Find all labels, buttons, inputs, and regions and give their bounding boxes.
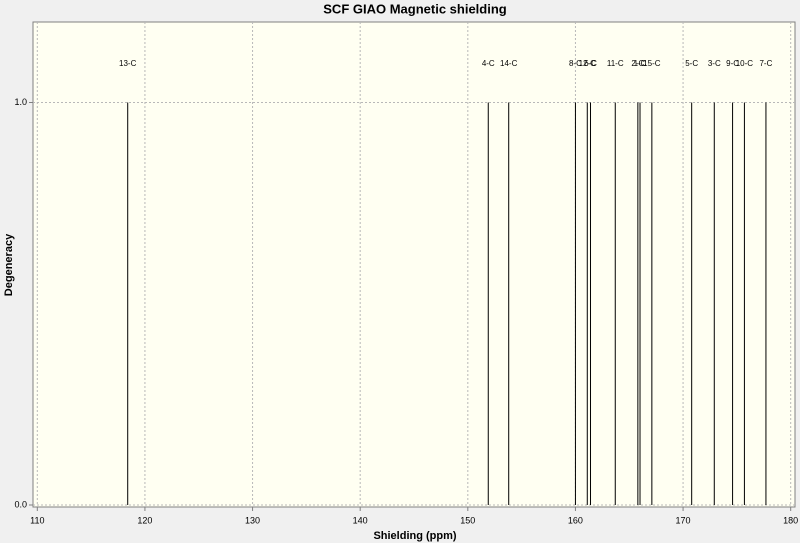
x-tick-label: 150 <box>460 515 475 525</box>
y-axis-label: Degeneracy <box>3 233 15 296</box>
x-tick-label: 170 <box>676 515 691 525</box>
x-tick-label: 110 <box>30 515 44 525</box>
peak-label: 12-C <box>579 59 597 68</box>
peak-label: 3-C <box>708 59 721 68</box>
peak-label: 4-C <box>482 59 495 68</box>
x-tick-label: 130 <box>245 515 260 525</box>
y-tick-label: 1.0 <box>14 97 27 107</box>
peak-label: 11-C <box>607 59 624 68</box>
x-tick-label: 140 <box>353 515 368 525</box>
x-axis-label: Shielding (ppm) <box>373 530 456 542</box>
chart-title: SCF GIAO Magnetic shielding <box>323 1 507 16</box>
peak-label: 5-C <box>685 59 698 68</box>
peak-label: 1-C <box>634 59 647 68</box>
x-tick-label: 120 <box>137 515 152 525</box>
peak-label: 7-C <box>759 59 772 68</box>
x-tick-label: 160 <box>568 515 583 525</box>
peak-label: 9-C <box>726 59 739 68</box>
peak-label: 14-C <box>500 59 518 68</box>
peak-label: 6-C <box>584 59 597 68</box>
peak-label: 10-C <box>736 59 754 68</box>
peak-label: 2-C <box>631 59 644 68</box>
plot-area <box>32 21 796 508</box>
x-tick-label: 180 <box>783 515 798 525</box>
peak-label: 8-C <box>569 59 582 68</box>
peak-label: 13-C <box>119 59 137 68</box>
y-tick-label: 0.0 <box>14 499 27 509</box>
peak-label: 15-C <box>643 59 661 68</box>
